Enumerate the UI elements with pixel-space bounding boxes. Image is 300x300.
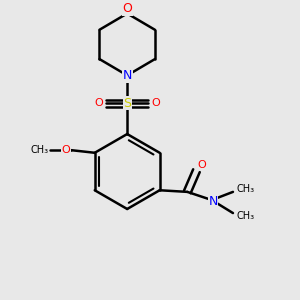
Text: O: O: [197, 160, 206, 170]
Text: S: S: [123, 97, 131, 110]
Text: N: N: [122, 69, 132, 82]
Text: N: N: [208, 195, 218, 208]
Text: O: O: [122, 2, 132, 15]
Text: O: O: [62, 145, 70, 155]
Text: O: O: [94, 98, 103, 108]
Text: CH₃: CH₃: [236, 211, 254, 221]
Text: CH₃: CH₃: [236, 184, 254, 194]
Text: CH₃: CH₃: [30, 145, 49, 155]
Text: O: O: [151, 98, 160, 108]
